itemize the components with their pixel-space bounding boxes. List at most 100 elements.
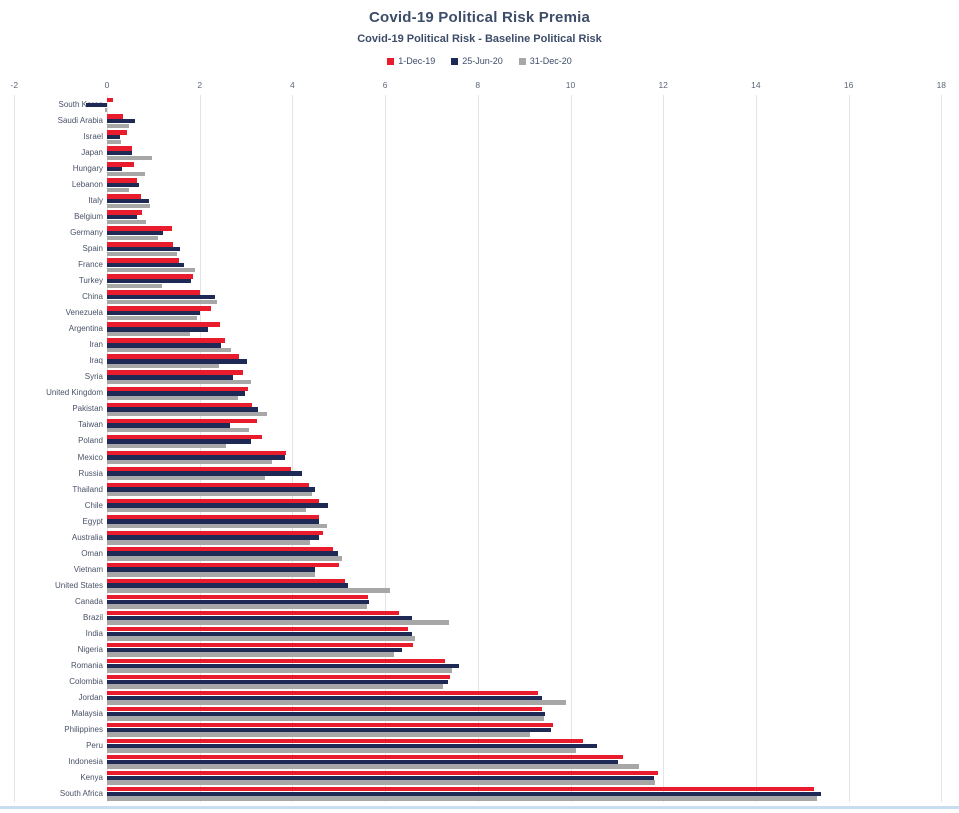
bar-1-dec-19 bbox=[107, 210, 142, 215]
bar-25-jun-20 bbox=[107, 134, 120, 140]
x-axis-tick-label: 0 bbox=[104, 80, 110, 90]
category-label: Vietnam bbox=[73, 564, 103, 574]
bar-31-dec-20 bbox=[107, 219, 146, 225]
bar-31-dec-20 bbox=[107, 315, 198, 321]
bar-31-dec-20 bbox=[107, 331, 190, 337]
bar-31-dec-20 bbox=[107, 379, 252, 385]
bar-1-dec-19 bbox=[107, 674, 450, 680]
legend-item-31-dec-20: 31-Dec-20 bbox=[518, 56, 572, 66]
bar-1-dec-19 bbox=[107, 498, 319, 504]
category-label: South Korea bbox=[58, 100, 103, 109]
bar-25-jun-20 bbox=[107, 423, 230, 428]
bar-25-jun-20 bbox=[107, 647, 403, 652]
category-label: Jordan bbox=[78, 692, 103, 702]
bar-31-dec-20 bbox=[107, 716, 545, 721]
legend-item-25-jun-20: 25-Jun-20 bbox=[451, 56, 503, 66]
bar-31-dec-20 bbox=[107, 123, 130, 128]
bar-1-dec-19 bbox=[107, 642, 413, 648]
bar-31-dec-20 bbox=[107, 508, 306, 513]
bar-25-jun-20 bbox=[107, 166, 123, 172]
category-label: Kenya bbox=[80, 772, 103, 782]
legend-label: 1-Dec-19 bbox=[398, 56, 436, 66]
gridline bbox=[14, 95, 16, 802]
bar-1-dec-19 bbox=[107, 130, 128, 135]
x-axis-tick-label: 10 bbox=[565, 80, 576, 90]
category-label: Colombia bbox=[69, 676, 103, 686]
x-axis-tick-label: 18 bbox=[936, 80, 947, 90]
category-label: Oman bbox=[81, 548, 103, 558]
legend-swatch-icon bbox=[387, 57, 395, 65]
category-label: Australia bbox=[71, 532, 103, 542]
category-label: Japan bbox=[81, 148, 103, 158]
category-label: Chile bbox=[84, 500, 103, 510]
bar-25-jun-20 bbox=[107, 583, 349, 588]
bar-25-jun-20 bbox=[107, 791, 821, 797]
bar-31-dec-20 bbox=[107, 668, 453, 673]
bar-25-jun-20 bbox=[107, 711, 546, 717]
category-label: Syria bbox=[84, 372, 103, 382]
bar-25-jun-20 bbox=[107, 615, 412, 620]
bar-25-jun-20 bbox=[107, 743, 598, 749]
chart-subtitle: Covid-19 Political Risk - Baseline Polit… bbox=[357, 33, 602, 45]
category-label: India bbox=[85, 628, 103, 638]
bar-31-dec-20 bbox=[107, 524, 327, 529]
bar-25-jun-20 bbox=[107, 279, 192, 284]
bar-1-dec-19 bbox=[107, 274, 194, 279]
category-label: Spain bbox=[82, 244, 103, 254]
category-label: Argentina bbox=[68, 324, 103, 334]
bar-31-dec-20 bbox=[107, 235, 158, 241]
bar-31-dec-20 bbox=[107, 636, 416, 641]
category-label: Canada bbox=[74, 596, 103, 606]
bar-25-jun-20 bbox=[107, 599, 370, 604]
category-label: Venezuela bbox=[65, 308, 103, 318]
bar-1-dec-19 bbox=[107, 658, 446, 664]
x-axis-tick-label: 14 bbox=[751, 80, 761, 90]
bar-1-dec-19 bbox=[107, 162, 134, 167]
bar-31-dec-20 bbox=[107, 700, 566, 705]
bar-25-jun-20 bbox=[107, 455, 285, 460]
category-label: Mexico bbox=[77, 452, 103, 462]
bar-1-dec-19 bbox=[107, 242, 174, 247]
bar-25-jun-20 bbox=[107, 775, 654, 781]
bar-25-jun-20 bbox=[107, 359, 247, 364]
bar-1-dec-19 bbox=[107, 482, 309, 488]
bar-31-dec-20 bbox=[107, 171, 146, 176]
bar-31-dec-20 bbox=[107, 556, 343, 561]
bar-25-jun-20 bbox=[107, 503, 329, 508]
bar-25-jun-20 bbox=[107, 263, 184, 268]
bar-31-dec-20 bbox=[107, 187, 130, 192]
legend-label: 25-Jun-20 bbox=[462, 56, 503, 66]
bar-31-dec-20 bbox=[107, 748, 577, 753]
bar-25-jun-20 bbox=[107, 391, 245, 396]
x-axis-tick-label: -2 bbox=[10, 80, 19, 90]
category-label: Philippines bbox=[64, 724, 103, 734]
bar-1-dec-19 bbox=[107, 290, 200, 295]
category-label: Lebanon bbox=[71, 180, 103, 190]
bar-31-dec-20 bbox=[107, 684, 444, 689]
bar-25-jun-20 bbox=[107, 375, 234, 380]
bar-31-dec-20 bbox=[107, 652, 394, 657]
category-label: Malaysia bbox=[71, 708, 103, 718]
bar-31-dec-20 bbox=[107, 460, 272, 465]
bar-25-jun-20 bbox=[107, 327, 209, 332]
bar-1-dec-19 bbox=[107, 258, 179, 263]
category-label: Iraq bbox=[89, 356, 103, 366]
bar-31-dec-20 bbox=[107, 427, 249, 433]
category-label: Iran bbox=[89, 340, 103, 350]
bar-31-dec-20 bbox=[107, 764, 639, 769]
gridline bbox=[663, 95, 665, 802]
bar-25-jun-20 bbox=[107, 695, 542, 701]
category-label: Italy bbox=[88, 196, 103, 206]
chart-legend: 1-Dec-19 25-Jun-20 31-Dec-20 bbox=[0, 54, 959, 68]
category-label: Pakistan bbox=[72, 404, 103, 414]
bar-1-dec-19 bbox=[107, 226, 172, 231]
bar-1-dec-19 bbox=[107, 578, 346, 584]
bar-1-dec-19 bbox=[107, 370, 243, 375]
category-label: Israel bbox=[83, 132, 103, 142]
category-label: Taiwan bbox=[78, 420, 103, 430]
bar-25-jun-20 bbox=[107, 471, 302, 476]
bar-31-dec-20 bbox=[107, 780, 656, 785]
bar-1-dec-19 bbox=[107, 194, 141, 199]
bar-25-jun-20 bbox=[107, 535, 320, 540]
